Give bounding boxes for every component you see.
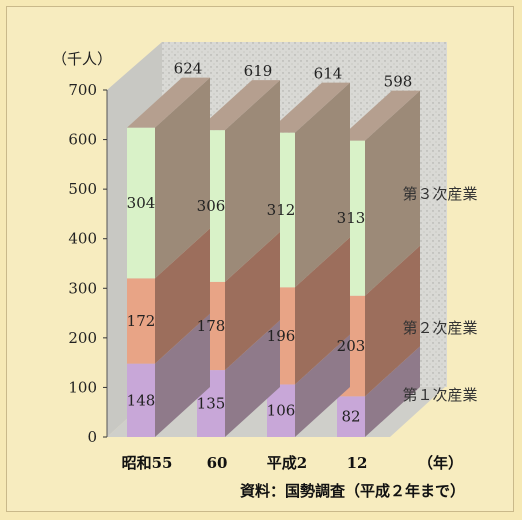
category-label: 60 [207,454,228,472]
y-tick-label: 700 [68,81,97,99]
series-name: 第３次産業 [402,185,477,203]
bar-side-2 [365,90,420,296]
bar-top [197,80,280,131]
y-tick-label: 300 [68,279,97,297]
series-name: 第２次産業 [402,319,477,337]
bar-side-0 [365,346,420,437]
segment-value: 196 [267,327,296,345]
y-tick-label: 600 [68,131,97,149]
category-label: 12 [347,454,368,472]
segment-value: 304 [127,194,156,212]
segment-value: 106 [267,402,296,420]
x-axis-title: （年） [418,454,463,472]
bar-side-1 [365,245,420,397]
source-note: 資料：国勢調査（平成２年まで） [240,482,465,500]
total-value: 598 [384,73,413,91]
y-tick-label: 400 [68,230,97,248]
bar-昭和55 [127,77,210,437]
segment-value: 148 [127,391,156,409]
bar-segment-2 [127,127,155,279]
y-tick-label: 500 [68,180,97,198]
bar-side-2 [225,80,280,282]
segment-value: 135 [197,395,226,413]
total-value: 619 [244,62,273,80]
bar-segment-0 [337,396,365,437]
bar-segment-0 [127,363,155,437]
bar-top [337,90,420,141]
bar-side-1 [155,228,210,364]
bars [127,77,420,437]
bar-top [267,82,350,133]
bar-side-2 [295,82,350,288]
y-axis-title: （千人） [52,50,112,68]
bar-side-1 [225,231,280,371]
labels: 82 203 313 598 12 106 196 312 614 平成2 135 178 306 619… [122,60,478,500]
total-value: 624 [174,60,203,78]
segment-value: 306 [197,197,226,215]
segment-value: 172 [127,312,156,330]
segment-value: 313 [337,209,366,227]
bar-side-1 [295,237,350,385]
segment-value: 178 [197,317,226,335]
y-axis: 0 100 200 300 400 500 600 700 （千人） [52,50,112,446]
category-label: 平成2 [267,454,307,472]
bar-60 [197,80,280,437]
bar-side-0 [295,334,350,437]
segment-value: 203 [337,337,366,355]
y-tick-label: 100 [68,378,97,396]
category-label: 昭和55 [122,454,173,472]
y-tick-label: 0 [87,428,97,446]
series-name: 第１次産業 [402,386,477,404]
bar-side-2 [155,77,210,279]
segment-value: 312 [267,201,296,219]
bar-side-0 [225,320,280,437]
segment-value: 82 [341,408,360,426]
total-value: 614 [314,65,343,83]
bar-side-0 [155,313,210,437]
bar-top [127,77,210,128]
y-tick-label: 200 [68,329,97,347]
bar-segment-1 [127,278,155,364]
